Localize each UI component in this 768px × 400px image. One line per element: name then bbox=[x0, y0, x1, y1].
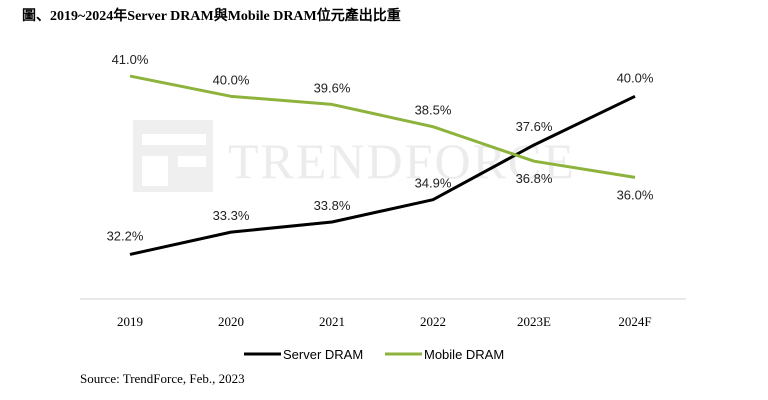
data-label-server-dram-2022: 34.9% bbox=[415, 176, 452, 191]
x-tick-label-2023e: 2023E bbox=[517, 314, 551, 329]
data-label-mobile-dram-2019: 41.0% bbox=[112, 52, 149, 67]
x-tick-label-2020: 2020 bbox=[218, 314, 244, 329]
x-tick-label-2024f: 2024F bbox=[618, 314, 651, 329]
data-label-mobile-dram-2023e: 36.8% bbox=[516, 171, 553, 186]
data-label-server-dram-2023e: 37.6% bbox=[516, 119, 553, 134]
x-tick-label-2021: 2021 bbox=[319, 314, 345, 329]
data-label-mobile-dram-2020: 40.0% bbox=[213, 72, 250, 87]
trendforce-logo-watermark: TRENDFORCE bbox=[133, 120, 576, 192]
data-label-server-dram-2021: 33.8% bbox=[314, 198, 351, 213]
data-label-server-dram-2019: 32.2% bbox=[107, 228, 144, 243]
data-label-mobile-dram-2021: 39.6% bbox=[314, 80, 351, 95]
legend-label-mobile: Mobile DRAM bbox=[424, 347, 504, 362]
data-label-mobile-dram-2024f: 36.0% bbox=[617, 187, 654, 202]
source-note: Source: TrendForce, Feb., 2023 bbox=[80, 371, 245, 386]
x-tick-label-2022: 2022 bbox=[420, 314, 446, 329]
series-line-server-dram bbox=[129, 94, 636, 256]
data-label-server-dram-2024f: 40.0% bbox=[617, 70, 654, 85]
legend-label-server: Server DRAM bbox=[283, 347, 363, 362]
x-tick-label-2019: 2019 bbox=[117, 314, 143, 329]
data-label-mobile-dram-2022: 38.5% bbox=[415, 103, 452, 118]
watermark-text: TRENDFORCE bbox=[228, 133, 576, 189]
chart-title: 圖、2019~2024年Server DRAM與Mobile DRAM位元產出比… bbox=[22, 9, 401, 24]
series-line-mobile-dram bbox=[129, 74, 636, 179]
data-label-server-dram-2020: 33.3% bbox=[213, 208, 250, 223]
